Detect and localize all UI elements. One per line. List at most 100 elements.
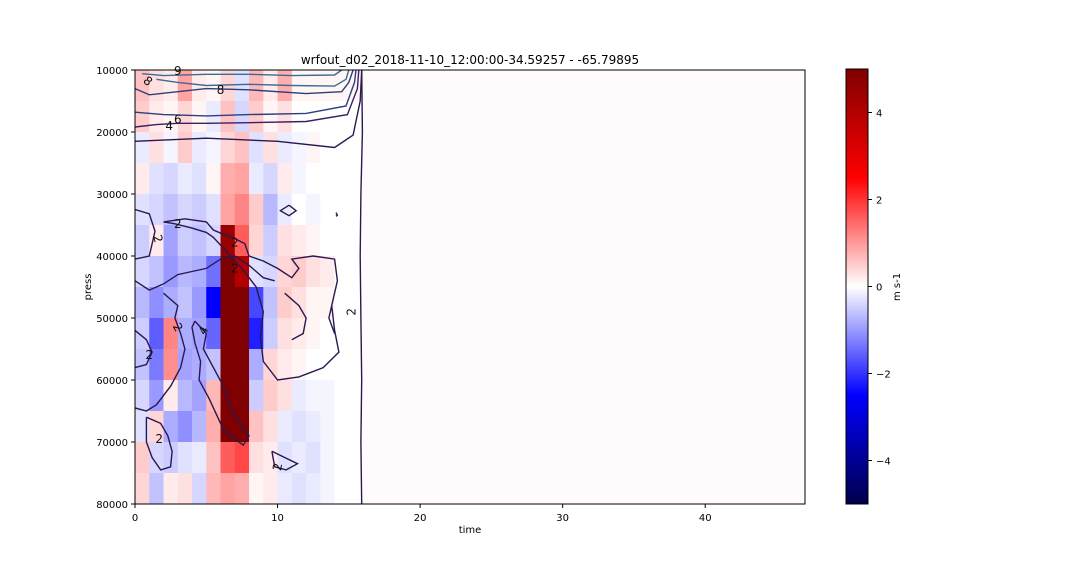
heatmap-cell	[291, 194, 307, 226]
y-axis: 10000 20000 30000 40000 50000 60000 70000 80000	[96, 66, 135, 511]
heatmap-cell	[306, 225, 321, 257]
heatmap-cell	[177, 318, 193, 350]
heatmap-cell	[348, 287, 364, 319]
heatmap-cell	[163, 256, 179, 288]
heatmap-cell	[249, 132, 264, 164]
heatmap-cell	[220, 318, 236, 350]
heatmap-cell	[263, 132, 278, 164]
colorbar-tick-label: −2	[876, 370, 891, 381]
heatmap-cell	[348, 318, 364, 350]
contour-line	[134, 208, 156, 260]
heatmap-cell	[149, 442, 164, 474]
heatmap-cell	[320, 473, 335, 505]
heatmap-cell	[177, 349, 193, 381]
heatmap-cell	[192, 225, 207, 257]
heatmap-cell	[249, 318, 264, 350]
heatmap-cell	[135, 473, 150, 505]
heatmap-cell	[135, 132, 150, 164]
heatmap-cell	[306, 380, 321, 412]
heatmap-cell	[263, 349, 278, 381]
heatmap-cell	[206, 411, 221, 443]
x-axis-label: time	[459, 525, 482, 536]
heatmap-cell	[192, 411, 207, 443]
contour-line	[359, 69, 364, 505]
heatmap-cell	[220, 163, 236, 195]
heatmap-cell	[334, 101, 350, 133]
heatmap-cell	[177, 473, 193, 505]
contour-label: 2	[231, 235, 239, 249]
heatmap-cell	[234, 132, 250, 164]
heatmap-cell	[163, 163, 179, 195]
heatmap-cell	[291, 380, 307, 412]
heatmap-cell	[334, 287, 350, 319]
heatmap-cell	[192, 194, 207, 226]
heatmap-cell	[192, 442, 207, 474]
contour-line	[134, 69, 354, 96]
heatmap-cell	[149, 411, 164, 443]
heatmap-cell	[249, 349, 264, 381]
heatmap-cell	[192, 163, 207, 195]
heatmap-cell	[163, 411, 179, 443]
heatmap-cell	[249, 70, 264, 102]
heatmap-cell	[291, 318, 307, 350]
contour-line	[134, 329, 153, 369]
heatmap-cell	[192, 132, 207, 164]
heatmap-cell	[177, 225, 193, 257]
heatmap-cell	[263, 70, 278, 102]
heatmap-cell	[220, 256, 236, 288]
heatmap-cell	[277, 256, 293, 288]
heatmap-cell	[220, 411, 236, 443]
contour-line	[156, 69, 350, 87]
heatmap-cell	[163, 318, 179, 350]
heatmap-cell	[320, 163, 335, 195]
contour-label: 2	[231, 261, 239, 275]
heatmap-cell	[306, 411, 321, 443]
x-tick-label: 0	[132, 513, 138, 524]
heatmap-cell	[249, 194, 264, 226]
heatmap-cell	[163, 380, 179, 412]
y-tick-label: 10000	[96, 66, 128, 77]
heatmap-cell	[348, 442, 364, 474]
heatmap-cell	[291, 473, 307, 505]
heatmap-cell	[249, 380, 264, 412]
heatmap-cell	[220, 442, 236, 474]
heatmap-cell	[334, 194, 350, 226]
heatmap-cell	[348, 349, 364, 381]
heatmap-cell	[334, 132, 350, 164]
plot-frame	[134, 69, 806, 505]
heatmap-cell	[277, 473, 293, 505]
contour-label: 2	[270, 462, 285, 472]
heatmap-cell	[149, 225, 164, 257]
contour-line	[134, 69, 357, 117]
heatmap-cell	[206, 163, 221, 195]
x-tick-label: 20	[414, 513, 427, 524]
contour-label: 2	[145, 348, 153, 362]
heatmap-cell	[135, 163, 150, 195]
contour-label: 2	[174, 217, 182, 231]
contour-label: 2	[155, 432, 163, 446]
heatmap-cell	[348, 473, 364, 505]
heatmap-cell	[135, 411, 150, 443]
heatmap-cell	[291, 163, 307, 195]
heatmap-cell	[135, 256, 150, 288]
heatmap-cell	[348, 225, 364, 257]
heatmap-cell	[249, 287, 264, 319]
heatmap-cell	[192, 70, 207, 102]
heatmap-cell	[291, 101, 307, 133]
heatmap-cell	[206, 287, 221, 319]
heatmap-cell	[206, 318, 221, 350]
heatmap-cell	[135, 101, 150, 133]
heatmap-cell	[277, 132, 293, 164]
heatmap-cell	[192, 380, 207, 412]
heatmap-cell	[249, 225, 264, 257]
heatmap-cell	[234, 70, 250, 102]
heatmap-cell	[220, 132, 236, 164]
heatmap-cell	[291, 287, 307, 319]
contour-label: 4	[165, 119, 173, 133]
contour-line	[134, 69, 363, 149]
heatmap-cell	[334, 473, 350, 505]
heatmap-cell	[334, 70, 350, 102]
heatmap-cell	[334, 318, 350, 350]
heatmap-cell	[135, 442, 150, 474]
heatmap-cell	[291, 225, 307, 257]
